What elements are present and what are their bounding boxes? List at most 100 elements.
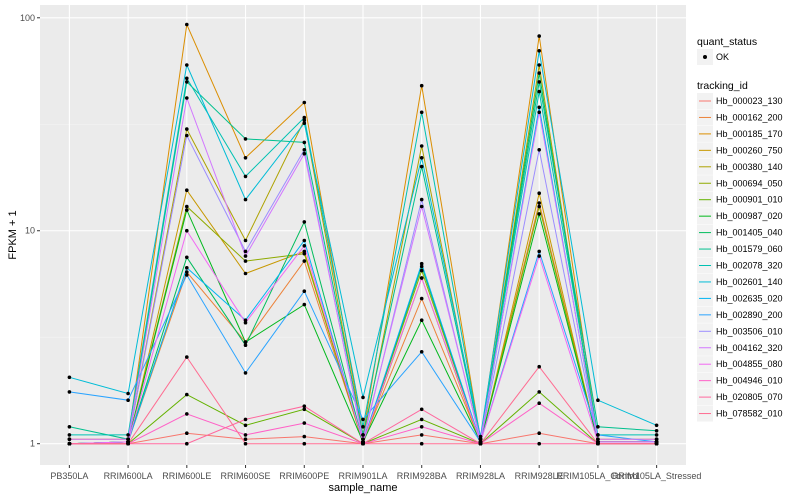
x-axis: PB350LA RRIM600LA RRIM600LE RRIM600SE RRIM60… [50, 465, 701, 481]
y-axis-title: FPKM + 1 [7, 210, 19, 259]
data-point-Hb_000162_200-RRIM600LE [185, 270, 189, 274]
data-point-Hb_001579_060-RRIM600LE [185, 80, 189, 84]
legend: quant_status OK tracking_id Hb_000023_13… [697, 36, 783, 422]
data-point-Hb_002601_140-RRIM600LE [185, 63, 189, 67]
x-tick-label-PB350LA: PB350LA [50, 471, 88, 481]
data-point-Hb_000185_170-RRIM600SE [243, 156, 248, 160]
data-point-Hb_001579_060-RRIM105LA_Control [596, 425, 600, 429]
data-point-Hb_000162_200-RRIM600PE [302, 259, 307, 263]
data-point-Hb_000260_750-RRIM600SE [243, 271, 248, 276]
legend-label-Hb_002635_020: Hb_002635_020 [716, 293, 783, 303]
data-point-Hb_002601_140-RRIM105LA_Control [596, 398, 600, 403]
data-point-Hb_078582_010-RRIM928LA [478, 441, 483, 446]
data-point-Hb_002890_200-RRIM928LE [537, 249, 541, 254]
data-point-Hb_000901_010-RRIM928LE [537, 390, 541, 394]
legend-label-Hb_000987_020: Hb_000987_020 [716, 211, 783, 221]
data-point-Hb_020805_070-RRIM600SE [243, 417, 248, 422]
data-point-Hb_004946_010-RRIM928LE [537, 401, 541, 406]
data-point-Hb_004855_080-RRIM928BA [419, 276, 424, 280]
data-point-Hb_002890_200-PB350LA [67, 390, 72, 394]
data-point-Hb_002890_200-RRIM600LA [126, 398, 130, 403]
data-point-Hb_000023_130-RRIM600LE [185, 431, 189, 436]
shape-legend-title: quant_status [697, 36, 757, 48]
data-point-Hb_078582_010-RRIM600SE [243, 441, 248, 446]
legend-label-Hb_004946_010: Hb_004946_010 [716, 376, 783, 386]
data-point-Hb_000185_170-RRIM600PE [302, 100, 307, 105]
data-point-Hb_002601_140-RRIM600SE [243, 197, 248, 202]
legend-label-Hb_000185_170: Hb_000185_170 [716, 129, 783, 139]
data-point-Hb_000260_750-RRIM600LE [185, 188, 189, 192]
data-point-Hb_002635_020-RRIM600LE [185, 266, 189, 270]
data-point-Hb_002601_140-RRIM928LE [537, 49, 541, 53]
x-tick-label-RRIM105LA_Stressed: RRIM105LA_Stressed [612, 471, 702, 481]
data-point-Hb_004162_320-RRIM600PE [302, 151, 307, 156]
data-point-Hb_004162_320-RRIM928LA [478, 437, 483, 442]
data-point-Hb_003506_010-RRIM928LE [537, 148, 541, 152]
data-point-Hb_002890_200-RRIM928BA [419, 350, 424, 354]
data-point-Hb_002078_320-RRIM600LA [126, 433, 130, 437]
legend-label-Hb_004162_320: Hb_004162_320 [716, 343, 783, 353]
y-axis: 1 10 100 [20, 13, 40, 449]
data-point-Hb_000380_140-RRIM928BA [419, 144, 424, 148]
data-point-Hb_000023_130-RRIM928BA [419, 433, 424, 437]
data-point-Hb_003506_010-RRIM928BA [419, 197, 424, 202]
data-point-Hb_004946_010-RRIM600SE [243, 433, 248, 437]
data-point-Hb_002601_140-RRIM600PE [302, 121, 307, 125]
data-point-Hb_000694_050-RRIM928LE [537, 204, 541, 209]
data-point-Hb_004855_080-RRIM600LE [185, 228, 189, 233]
data-point-Hb_001579_060-RRIM928LE [537, 80, 541, 84]
data-point-Hb_000185_170-RRIM928BA [419, 83, 424, 88]
data-point-Hb_000380_140-RRIM928LE [537, 63, 541, 67]
data-point-Hb_001579_060-RRIM928BA [419, 164, 424, 169]
data-point-Hb_078582_010-RRIM600PE [302, 441, 307, 446]
legend-label-Hb_078582_010: Hb_078582_010 [716, 409, 783, 419]
data-point-Hb_000023_130-RRIM600SE [243, 437, 248, 442]
x-tick-label-RRIM600LA: RRIM600LA [104, 471, 153, 481]
data-point-Hb_002078_320-RRIM600PE [302, 115, 307, 120]
data-point-Hb_000260_750-RRIM928LE [537, 191, 541, 195]
data-point-Hb_004855_080-RRIM600PE [302, 244, 307, 248]
data-point-Hb_000380_140-RRIM600SE [243, 238, 248, 243]
color-legend-title: tracking_id [697, 80, 748, 92]
data-point-Hb_000185_170-RRIM600LE [185, 22, 189, 27]
data-point-Hb_078582_010-RRIM105LA_Control [596, 441, 600, 446]
x-tick-label-RRIM105LA_Control: RRIM105LA_Control [556, 471, 639, 481]
data-point-Hb_004162_320-PB350LA [67, 437, 72, 442]
data-point-Hb_002635_020-RRIM600PE [302, 238, 307, 243]
data-point-Hb_078582_010-RRIM928BA [419, 441, 424, 446]
shape-legend-items: OK [697, 49, 729, 65]
data-point-Hb_004162_320-RRIM105LA_Control [596, 437, 600, 442]
legend-label-Hb_000901_010: Hb_000901_010 [716, 195, 783, 205]
data-point-Hb_001579_060-RRIM600PE [302, 140, 307, 145]
data-point-Hb_003506_010-RRIM600SE [243, 249, 248, 254]
x-tick-label-RRIM600SE: RRIM600SE [221, 471, 271, 481]
data-point-Hb_000694_050-RRIM600LE [185, 204, 189, 209]
data-point-Hb_002078_320-PB350LA [67, 433, 72, 437]
legend-label-Hb_000694_050: Hb_000694_050 [716, 178, 783, 188]
x-tick-label-RRIM928LA: RRIM928LA [456, 471, 505, 481]
data-point-Hb_078582_010-RRIM105LA_Stressed [654, 441, 659, 446]
data-point-Hb_000380_140-RRIM600PE [302, 118, 307, 123]
data-point-Hb_002890_200-RRIM600SE [243, 371, 248, 375]
y-tick-label-1: 10 [25, 226, 35, 236]
x-tick-label-RRIM901LA: RRIM901LA [338, 471, 387, 481]
data-point-Hb_000987_020-RRIM600SE [243, 340, 248, 344]
data-point-Hb_002635_020-RRIM928BA [419, 261, 424, 266]
legend-label-Hb_000260_750: Hb_000260_750 [716, 145, 783, 155]
data-point-Hb_000987_020-RRIM600PE [302, 302, 307, 307]
data-point-Hb_000901_010-RRIM600LE [185, 392, 189, 397]
x-tick-label-RRIM600PE: RRIM600PE [279, 471, 329, 481]
data-point-Hb_078582_010-PB350LA [67, 441, 72, 446]
data-point-Hb_000901_010-RRIM600PE [302, 407, 307, 412]
data-point-Hb_001405_040-RRIM600LE [185, 255, 189, 260]
data-point-Hb_000162_200-RRIM928BA [419, 296, 424, 301]
data-point-Hb_004162_320-RRIM105LA_Stressed [654, 437, 659, 442]
data-point-Hb_000023_130-RRIM928LE [537, 431, 541, 436]
data-point-Hb_002078_320-RRIM600SE [243, 174, 248, 179]
data-point-Hb_004946_010-RRIM928BA [419, 425, 424, 429]
data-point-Hb_000694_050-RRIM600SE [243, 259, 248, 263]
data-point-Hb_000987_020-RRIM928BA [419, 318, 424, 323]
data-point-Hb_004946_010-RRIM600PE [302, 421, 307, 425]
data-point-Hb_004855_080-RRIM928LE [537, 254, 541, 258]
